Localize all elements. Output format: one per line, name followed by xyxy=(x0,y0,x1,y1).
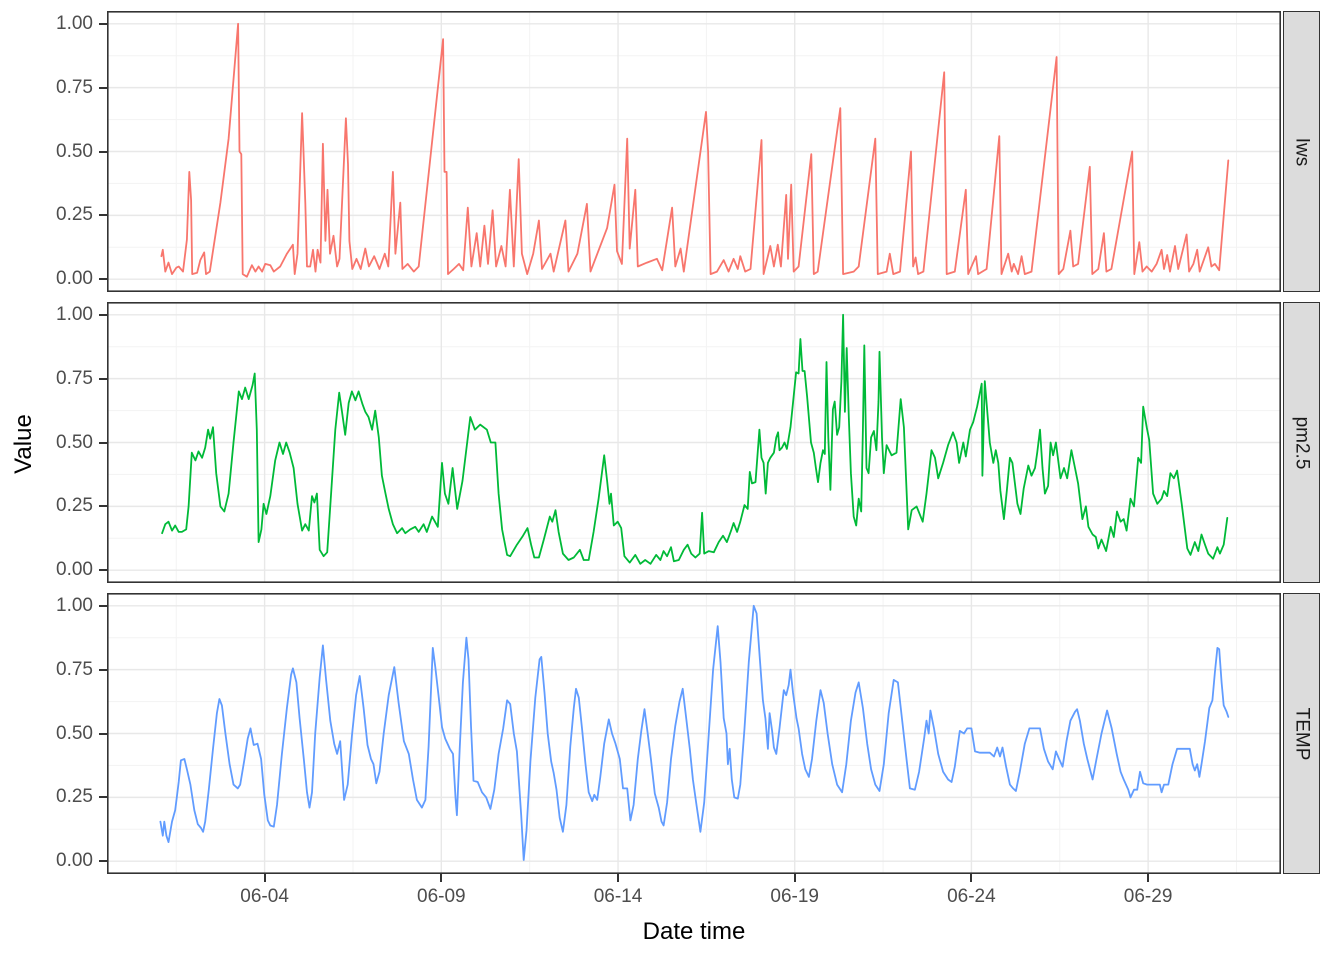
y-tick-mark xyxy=(99,860,107,863)
x-tick-label: 06-19 xyxy=(770,886,820,907)
series-line-iws xyxy=(160,22,1230,278)
y-tick-mark xyxy=(99,150,107,153)
y-tick-mark xyxy=(99,278,107,281)
y-tick-label: 0.25 xyxy=(56,495,93,517)
y-tick-label: 0.75 xyxy=(56,367,93,389)
y-tick-mark xyxy=(99,313,107,316)
series-line-temp xyxy=(159,604,1230,861)
facet-strip-label: TEMP xyxy=(1291,707,1313,760)
y-tick-mark xyxy=(99,377,107,380)
x-tick-label: 06-29 xyxy=(1123,886,1173,907)
x-tick-label: 06-14 xyxy=(593,886,643,907)
y-tick-label: 0.50 xyxy=(56,722,93,744)
x-tick-mark xyxy=(1147,874,1150,882)
x-tick-mark xyxy=(970,874,973,882)
y-tick-mark xyxy=(99,86,107,89)
y-tick-label: 0.75 xyxy=(56,76,93,98)
y-tick-label: 0.25 xyxy=(56,204,93,226)
y-tick-mark xyxy=(99,569,107,572)
x-axis-title: Date time xyxy=(642,918,746,945)
facet-panel-iws xyxy=(107,11,1281,292)
y-tick-label: 0.50 xyxy=(56,431,93,453)
x-tick-label: 06-24 xyxy=(947,886,996,907)
y-tick-mark xyxy=(99,214,107,217)
x-tick-mark xyxy=(440,874,443,882)
x-tick-mark xyxy=(793,874,796,882)
y-tick-mark xyxy=(99,505,107,508)
y-tick-label: 0.50 xyxy=(56,140,93,162)
y-tick-label: 1.00 xyxy=(56,303,93,325)
y-tick-mark xyxy=(99,732,107,735)
y-tick-mark xyxy=(99,668,107,671)
x-tick-label: 06-09 xyxy=(417,886,466,907)
y-tick-label: 1.00 xyxy=(56,594,93,616)
x-tick-mark xyxy=(263,874,266,882)
y-tick-mark xyxy=(99,22,107,25)
series-line-pm25 xyxy=(161,313,1229,565)
x-tick-mark xyxy=(617,874,620,882)
facet-strip-label: Iws xyxy=(1291,137,1313,166)
y-tick-mark xyxy=(99,604,107,607)
y-tick-label: 0.00 xyxy=(56,559,93,581)
y-tick-mark xyxy=(99,441,107,444)
y-tick-mark xyxy=(99,796,107,799)
y-tick-label: 1.00 xyxy=(56,12,93,34)
y-tick-label: 0.75 xyxy=(56,658,93,680)
facet-strip-iws: Iws xyxy=(1283,11,1320,292)
y-tick-label: 0.00 xyxy=(56,268,93,290)
facet-panel-temp xyxy=(107,593,1281,874)
facet-panel-pm25 xyxy=(107,302,1281,583)
facet-strip-temp: TEMP xyxy=(1283,593,1320,874)
y-tick-label: 0.00 xyxy=(56,850,93,872)
x-tick-label: 06-04 xyxy=(240,886,289,907)
y-tick-label: 0.25 xyxy=(56,786,93,808)
facet-strip-pm25: pm2.5 xyxy=(1283,302,1320,583)
facet-strip-label: pm2.5 xyxy=(1291,416,1313,469)
